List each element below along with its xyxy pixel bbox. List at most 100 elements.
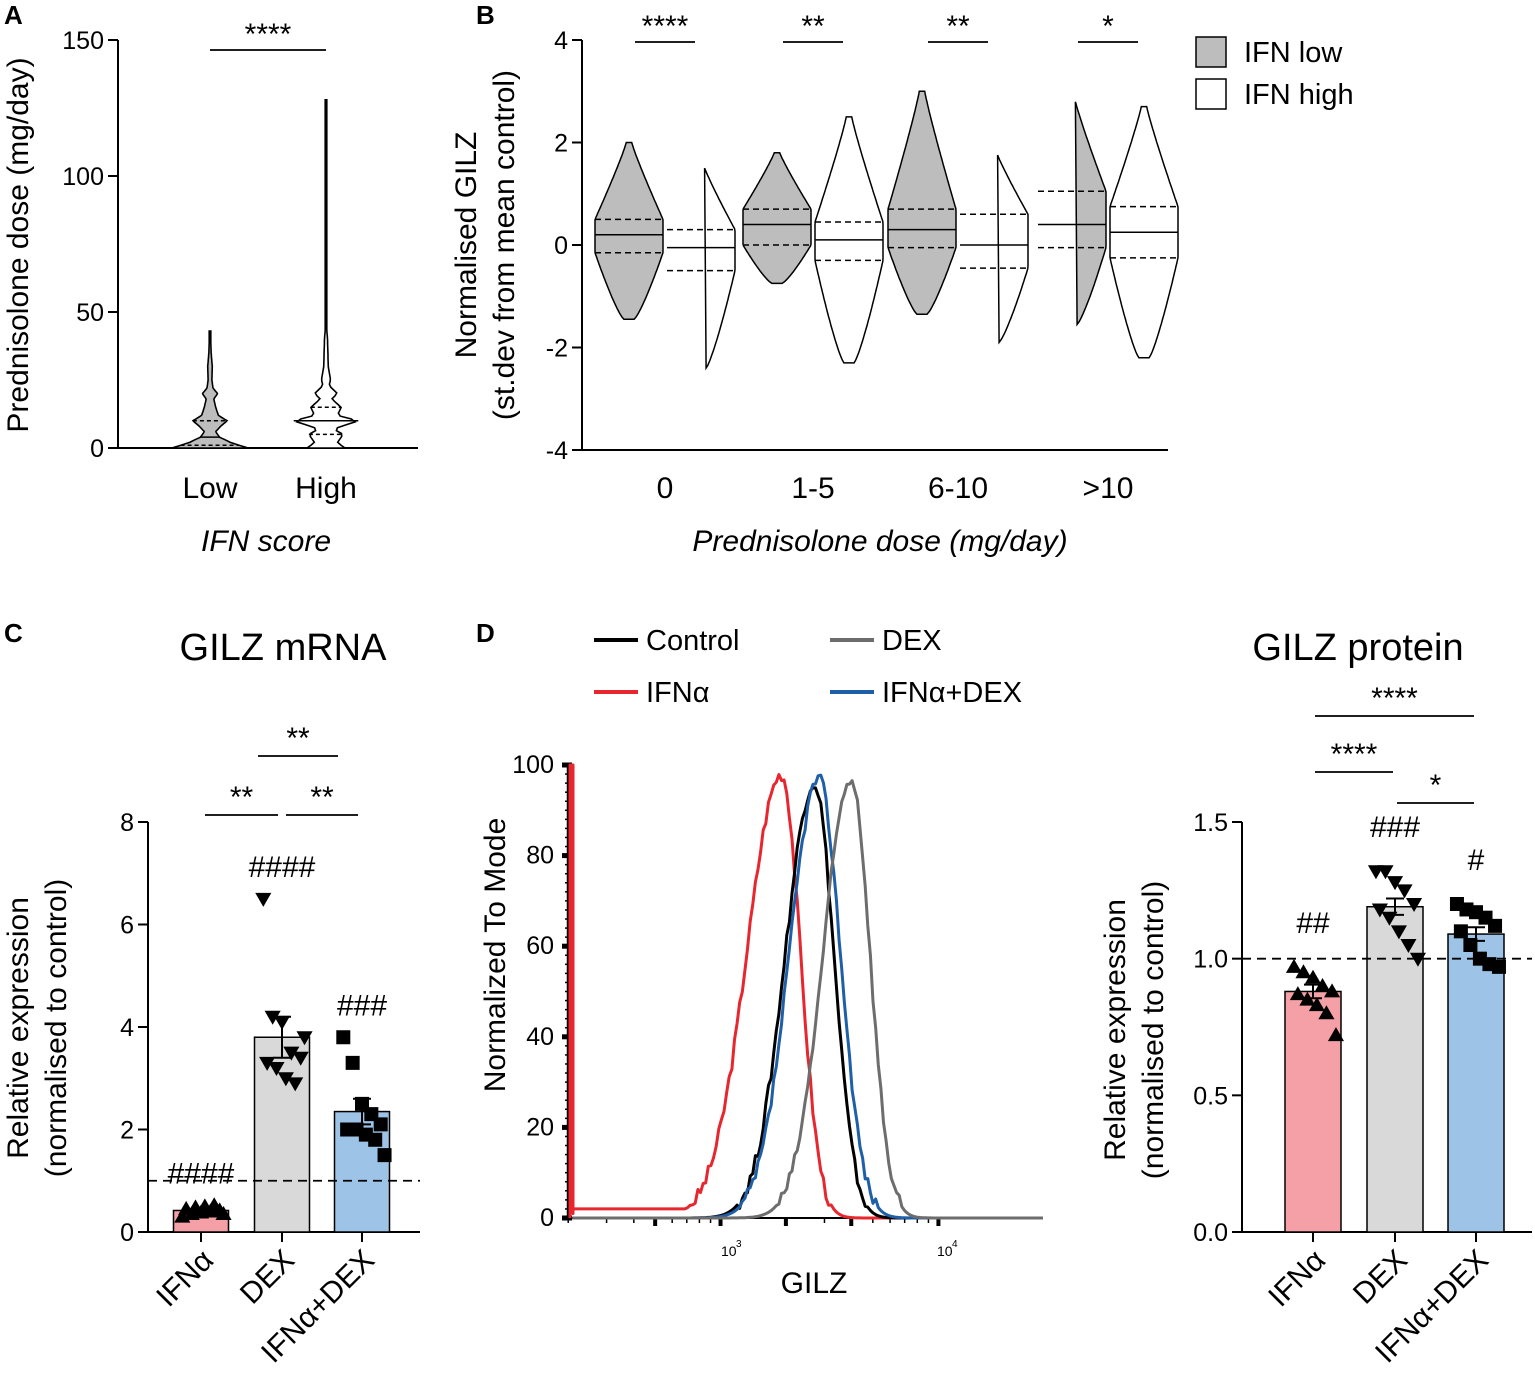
panel-c-point xyxy=(336,1030,351,1045)
panel-e-point xyxy=(1285,958,1303,973)
panel-e-ytick-label: 1.0 xyxy=(1193,946,1228,974)
panel-b-sig-label: * xyxy=(1102,10,1114,43)
panel-b-ytick-label: 0 xyxy=(554,232,568,260)
panel-c-ylabel-line2: (normalised to control) xyxy=(40,879,73,1177)
panel-c: C GILZ mRNA Relative expression (normali… xyxy=(2,618,420,1369)
panel-d: D Control DEX IFNα IFNα+DEX Normalized T… xyxy=(476,618,1043,1300)
panel-a-ytick-label: 0 xyxy=(90,435,104,463)
panel-b-category-label: >10 xyxy=(1083,472,1134,505)
legend-swatch-ifn-low xyxy=(1195,36,1227,68)
xtick-1e4-exp: 4 xyxy=(952,1239,958,1250)
panel-e-point xyxy=(1409,952,1427,967)
panel-e-point xyxy=(1390,925,1407,940)
panel-e-point xyxy=(1491,959,1506,974)
panel-e-point xyxy=(1314,977,1331,992)
panel-b-violin-ifn-high xyxy=(703,167,736,371)
panel-b-sig-label: ** xyxy=(946,10,970,43)
panel-c-point xyxy=(277,1072,294,1087)
panel-a-ytick-label: 50 xyxy=(76,299,104,327)
panel-c-category-label: IFNα xyxy=(150,1244,220,1314)
panel-d-curve-ifn-dex xyxy=(572,773,1043,1220)
panel-d-xlabel: GILZ xyxy=(781,1267,848,1300)
panel-c-point xyxy=(264,1010,281,1025)
panel-c-sig-label: ** xyxy=(310,781,334,814)
panel-c-point xyxy=(377,1148,392,1163)
panel-b-sig-label: ** xyxy=(801,10,825,43)
panel-b-category-label: 6-10 xyxy=(928,472,988,505)
panel-e-point xyxy=(1318,1005,1335,1020)
panel-b-category-label: 1-5 xyxy=(791,472,834,505)
panel-e-point xyxy=(1386,876,1404,891)
panel-d-ytick-label: 60 xyxy=(526,932,554,960)
panel-d-plot: 0 20 40 60 80 100 xyxy=(512,751,1043,1232)
xtick-1e3-exp: 3 xyxy=(736,1239,742,1250)
panel-c-ytick-label: 6 xyxy=(120,912,134,940)
panel-c-point xyxy=(292,1051,309,1066)
panel-e-ylabel-line2: (normalised to control) xyxy=(1137,881,1170,1179)
panel-e-point xyxy=(1488,918,1503,933)
panel-c-ytick-label: 4 xyxy=(120,1014,134,1042)
panel-e-category-label: IFNα xyxy=(1262,1244,1332,1314)
panel-e-point xyxy=(1323,983,1341,998)
panel-e-plot: 0.00.51.01.5##IFNα###DEX#IFNα+DEX*******… xyxy=(1193,682,1532,1369)
panel-c-point xyxy=(373,1117,388,1132)
panel-b-ylabel-line2: (st.dev from mean control) xyxy=(488,70,521,420)
panel-c-sig-label: ** xyxy=(286,722,310,755)
legend-label-ifn-low: IFN low xyxy=(1244,37,1343,69)
panel-e-ylabel-line1: Relative expression xyxy=(1099,899,1132,1161)
panel-e-point xyxy=(1453,924,1468,939)
legend-label-ifna-dex: IFNα+DEX xyxy=(882,677,1022,709)
panel-a-xlabel: IFN score xyxy=(201,525,331,558)
panel-b-violin-ifn-low xyxy=(1074,101,1107,327)
panel-b-ytick-label: -4 xyxy=(546,437,568,465)
panel-e-bar-ifn- xyxy=(1284,990,1342,1233)
panel-d-xtick-labels: 10 3 10 4 xyxy=(721,1239,958,1259)
panel-a-sig-label: **** xyxy=(245,18,292,51)
panel-b-violin-ifn-high xyxy=(996,154,1029,345)
panel-d-curve-control xyxy=(572,786,1043,1220)
panel-e: GILZ protein Relative expression (normal… xyxy=(1099,627,1532,1369)
panel-e-point xyxy=(1308,997,1325,1012)
panel-b-category-label: 0 xyxy=(657,472,674,505)
panel-a-violin-low xyxy=(171,330,249,449)
panel-e-point xyxy=(1289,986,1306,1001)
panel-c-point xyxy=(296,1031,313,1046)
panel-b-letter: B xyxy=(476,0,495,30)
panel-a-violin-high xyxy=(295,99,357,449)
panel-e-hash-label: # xyxy=(1468,844,1485,877)
panel-d-letter: D xyxy=(476,618,495,648)
panel-e-hash-label: ### xyxy=(1370,811,1420,844)
legend-label-ifn-high: IFN high xyxy=(1244,79,1354,111)
panel-d-ytick-label: 80 xyxy=(526,842,554,870)
xtick-1e3-base: 10 xyxy=(721,1243,737,1259)
panel-e-point xyxy=(1371,903,1388,918)
panel-b-legend: IFN low IFN high xyxy=(1195,36,1354,111)
panel-b-xlabel: Prednisolone dose (mg/day) xyxy=(692,525,1067,558)
panel-a-category-label: High xyxy=(295,472,357,505)
panel-c-point xyxy=(283,1046,300,1061)
panel-a-category-label: Low xyxy=(182,472,237,505)
legend-swatch-ifn-high xyxy=(1195,78,1227,110)
panel-e-point xyxy=(1405,898,1423,913)
panel-e-point xyxy=(1377,865,1394,880)
panel-c-point xyxy=(255,892,272,907)
panel-d-ytick-label: 40 xyxy=(526,1023,554,1051)
legend-label-dex: DEX xyxy=(882,625,942,657)
panel-c-point xyxy=(259,1056,276,1071)
panel-c-title: GILZ mRNA xyxy=(180,627,388,669)
panel-c-point xyxy=(287,1077,304,1092)
panel-c-letter: C xyxy=(4,618,23,648)
panel-d-curve-ifn- xyxy=(568,763,1043,1220)
panel-e-ytick-label: 1.5 xyxy=(1193,809,1228,837)
panel-e-category-label: DEX xyxy=(1347,1244,1414,1311)
panel-e-point xyxy=(1396,884,1413,899)
panel-e-point xyxy=(1295,964,1312,979)
panel-b-violin-ifn-low xyxy=(742,152,812,285)
panel-b-violin-ifn-low xyxy=(887,90,957,315)
panel-c-point xyxy=(268,1062,285,1077)
panel-e-point xyxy=(1304,969,1322,984)
panel-e-ytick-label: 0.0 xyxy=(1193,1219,1228,1247)
